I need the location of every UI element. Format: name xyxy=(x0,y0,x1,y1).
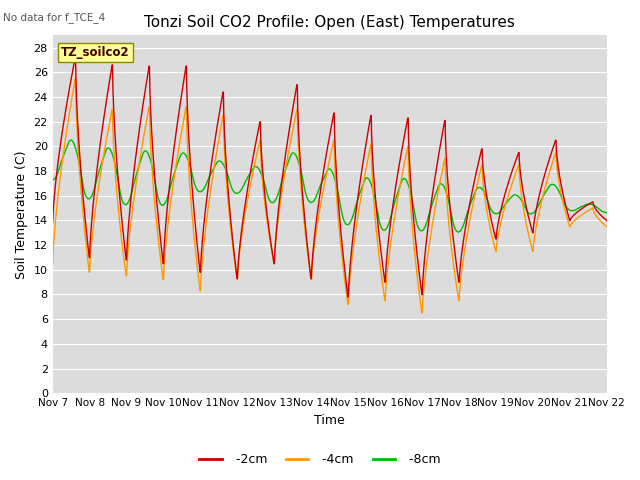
Text: No data for f_TCE_4: No data for f_TCE_4 xyxy=(3,12,106,23)
Text: TZ_soilco2: TZ_soilco2 xyxy=(61,46,130,59)
Legend:  -2cm,  -4cm,  -8cm: -2cm, -4cm, -8cm xyxy=(194,448,446,471)
X-axis label: Time: Time xyxy=(314,414,345,427)
Title: Tonzi Soil CO2 Profile: Open (East) Temperatures: Tonzi Soil CO2 Profile: Open (East) Temp… xyxy=(144,15,515,30)
Y-axis label: Soil Temperature (C): Soil Temperature (C) xyxy=(15,150,28,278)
